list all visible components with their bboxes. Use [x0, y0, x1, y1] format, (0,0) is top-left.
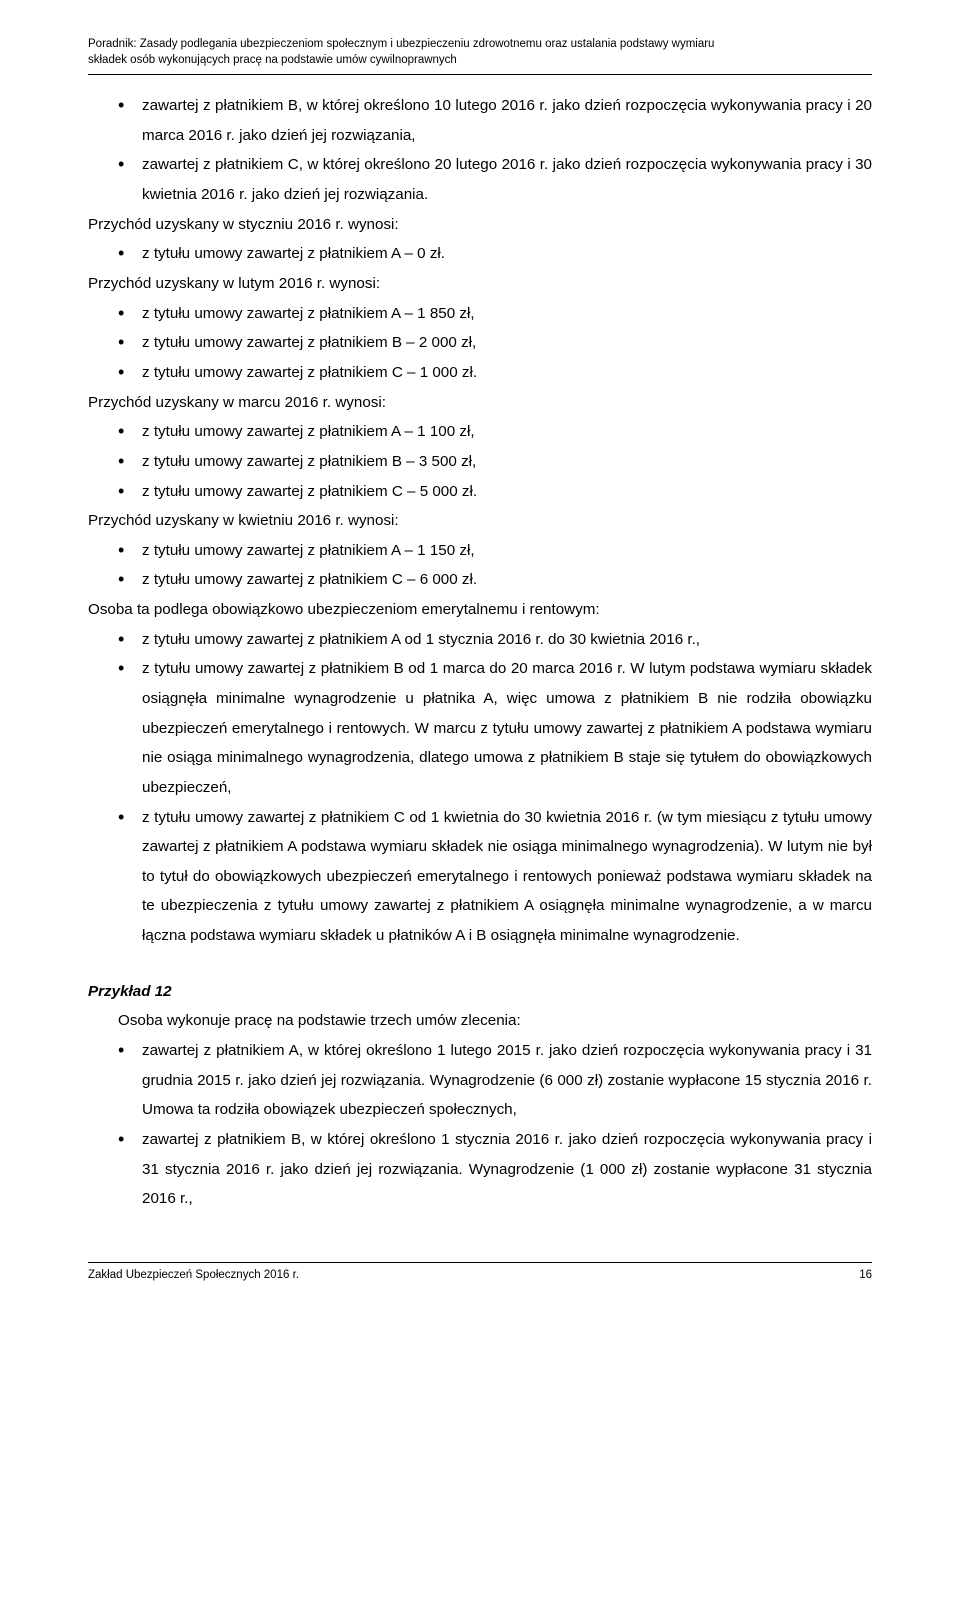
list-item: z tytułu umowy zawartej z płatnikiem B o…: [118, 654, 872, 802]
list-item: z tytułu umowy zawartej z płatnikiem A –…: [118, 417, 872, 447]
list-item: z tytułu umowy zawartej z płatnikiem B –…: [118, 328, 872, 358]
list-item: z tytułu umowy zawartej z płatnikiem A –…: [118, 536, 872, 566]
example-lead: Osoba wykonuje pracę na podstawie trzech…: [88, 1006, 872, 1036]
example-heading: Przykład 12: [88, 977, 872, 1007]
list-item: zawartej z płatnikiem A, w której określ…: [118, 1036, 872, 1125]
list-item: z tytułu umowy zawartej z płatnikiem C –…: [118, 358, 872, 388]
list-item: z tytułu umowy zawartej z płatnikiem C –…: [118, 477, 872, 507]
footer-left: Zakład Ubezpieczeń Społecznych 2016 r.: [88, 1267, 299, 1283]
page-footer: Zakład Ubezpieczeń Społecznych 2016 r. 1…: [88, 1262, 872, 1283]
bullets-january: z tytułu umowy zawartej z płatnikiem A –…: [88, 239, 872, 269]
list-item: z tytułu umowy zawartej z płatnikiem C o…: [118, 803, 872, 951]
list-item: zawartej z płatnikiem B, w której określ…: [118, 91, 872, 150]
para-obligatory: Osoba ta podlega obowiązkowo ubezpieczen…: [88, 595, 872, 625]
footer-rule: [88, 1262, 872, 1263]
bullets-april: z tytułu umowy zawartej z płatnikiem A –…: [88, 536, 872, 595]
list-item: zawartej z płatnikiem B, w której określ…: [118, 1125, 872, 1214]
example-bullets: zawartej z płatnikiem A, w której określ…: [88, 1036, 872, 1214]
header-rule: [88, 74, 872, 75]
header-line-2: składek osób wykonujących pracę na podst…: [88, 52, 872, 68]
list-item: z tytułu umowy zawartej z płatnikiem A o…: [118, 625, 872, 655]
page-number: 16: [859, 1267, 872, 1283]
bullets-february: z tytułu umowy zawartej z płatnikiem A –…: [88, 299, 872, 388]
para-april: Przychód uzyskany w kwietniu 2016 r. wyn…: [88, 506, 872, 536]
para-march: Przychód uzyskany w marcu 2016 r. wynosi…: [88, 388, 872, 418]
list-item: z tytułu umowy zawartej z płatnikiem B –…: [118, 447, 872, 477]
bullets-obligatory: z tytułu umowy zawartej z płatnikiem A o…: [88, 625, 872, 951]
bullets-march: z tytułu umowy zawartej z płatnikiem A –…: [88, 417, 872, 506]
page-header: Poradnik: Zasady podlegania ubezpieczeni…: [88, 36, 872, 68]
document-body: zawartej z płatnikiem B, w której określ…: [88, 91, 872, 1214]
bullets-top: zawartej z płatnikiem B, w której określ…: [88, 91, 872, 210]
para-january: Przychód uzyskany w styczniu 2016 r. wyn…: [88, 210, 872, 240]
list-item: z tytułu umowy zawartej z płatnikiem C –…: [118, 565, 872, 595]
list-item: z tytułu umowy zawartej z płatnikiem A –…: [118, 299, 872, 329]
header-line-1: Poradnik: Zasady podlegania ubezpieczeni…: [88, 36, 872, 52]
list-item: zawartej z płatnikiem C, w której określ…: [118, 150, 872, 209]
list-item: z tytułu umowy zawartej z płatnikiem A –…: [118, 239, 872, 269]
para-february: Przychód uzyskany w lutym 2016 r. wynosi…: [88, 269, 872, 299]
